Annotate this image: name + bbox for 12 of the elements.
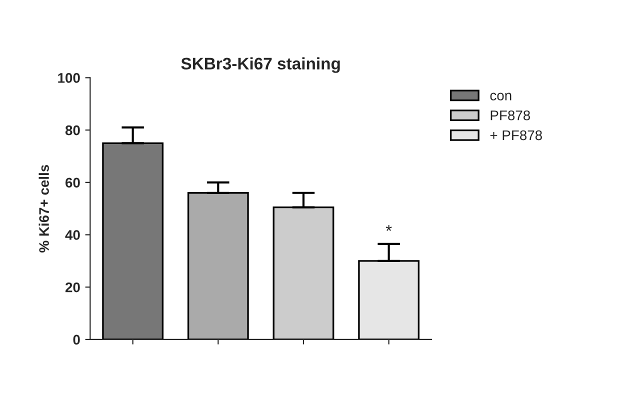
y-tick-label: 60 — [66, 178, 80, 188]
annotation: * — [386, 225, 392, 231]
legend-label: con — [490, 92, 512, 100]
y-tick-label: 100 — [58, 73, 80, 83]
legend-label: + PF878 — [490, 130, 542, 140]
chart-title: SKBr3-Ki67 staining — [181, 57, 340, 73]
y-tick-label: 40 — [65, 230, 80, 240]
legend-label: PF878 — [490, 110, 530, 120]
y-tick-label: 80 — [65, 125, 80, 136]
y-tick-label: 20 — [65, 282, 80, 292]
y-tick-label: 0 — [73, 334, 80, 345]
y-axis-title: % Ki67+ cells — [38, 164, 49, 252]
